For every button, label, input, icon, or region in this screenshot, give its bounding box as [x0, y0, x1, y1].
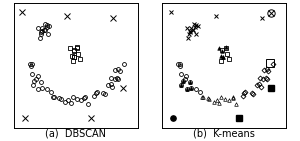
X-axis label: (a)  DBSCAN: (a) DBSCAN — [45, 129, 106, 139]
X-axis label: (b)  K-means: (b) K-means — [194, 129, 255, 139]
